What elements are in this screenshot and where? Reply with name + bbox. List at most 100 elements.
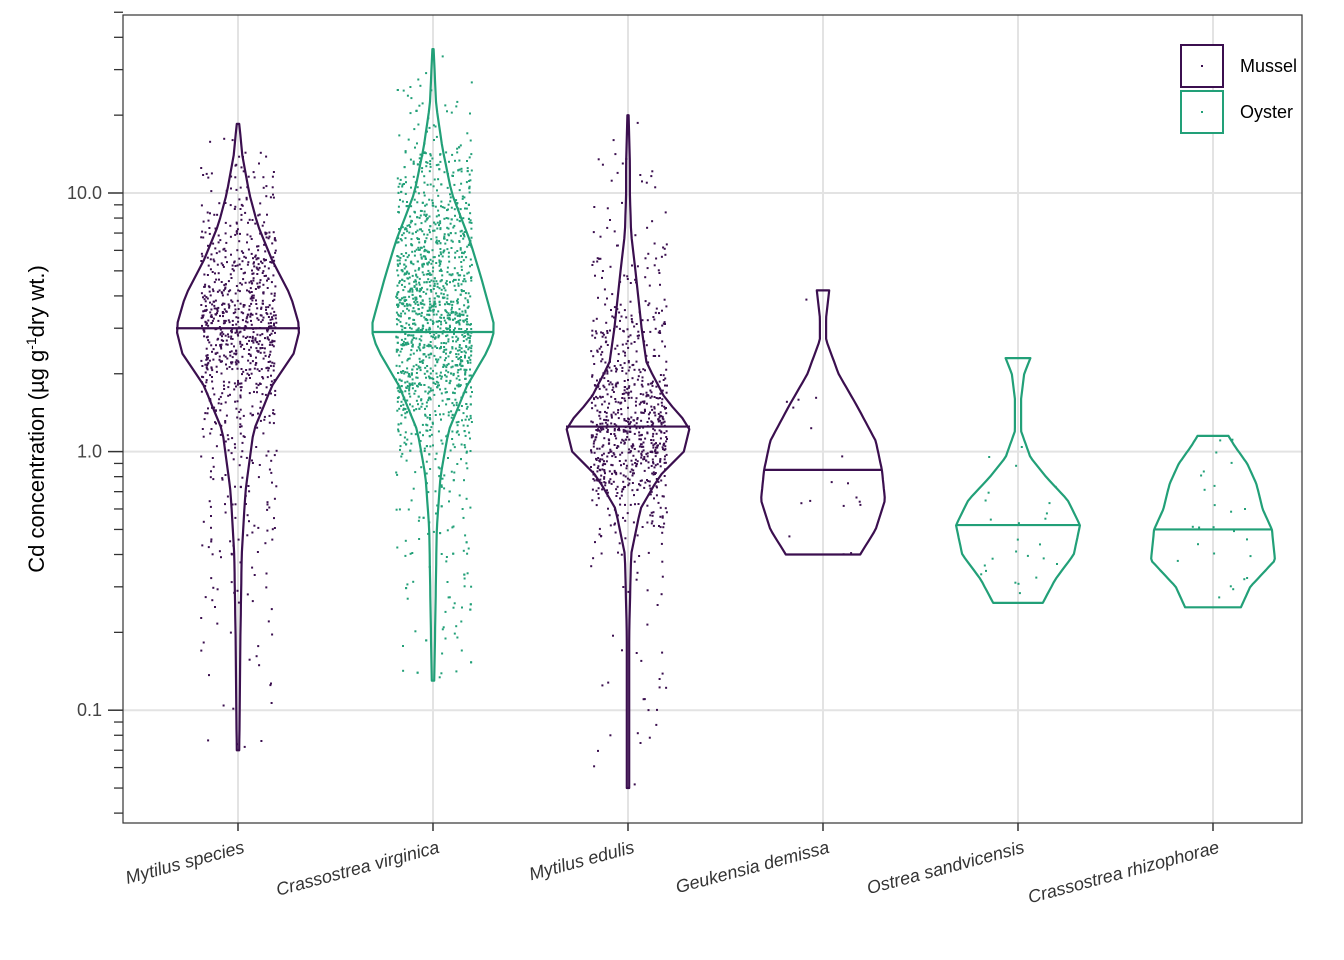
data-point (468, 221, 471, 224)
data-point (593, 765, 596, 768)
data-point (243, 436, 246, 438)
data-point (275, 485, 278, 488)
data-point (419, 440, 422, 442)
data-point (253, 524, 256, 527)
data-point (231, 300, 234, 303)
data-point (468, 356, 471, 359)
data-point (604, 361, 607, 364)
data-point (426, 309, 429, 312)
data-point (203, 285, 206, 288)
data-point (250, 372, 253, 375)
data-point (665, 391, 668, 394)
data-point (238, 240, 241, 243)
data-point (231, 361, 234, 364)
data-point (661, 651, 664, 654)
data-point (462, 232, 465, 235)
data-point (408, 282, 411, 285)
data-point (660, 593, 663, 596)
data-point (214, 606, 216, 608)
data-point (645, 391, 648, 394)
data-point (268, 414, 271, 417)
data-point (270, 392, 272, 395)
data-point (439, 220, 442, 223)
data-point (435, 280, 438, 283)
data-point (434, 125, 437, 128)
data-point (440, 418, 442, 421)
data-point (249, 362, 252, 365)
data-point (242, 414, 245, 417)
data-point (634, 278, 637, 281)
data-point (458, 349, 461, 352)
data-point (643, 456, 646, 458)
data-point (411, 310, 414, 313)
data-point (596, 350, 599, 353)
data-point (642, 368, 645, 371)
data-point (402, 343, 404, 345)
data-point (593, 463, 596, 466)
data-point (397, 211, 400, 213)
data-point (615, 495, 618, 497)
data-point (215, 422, 217, 425)
data-point (458, 357, 461, 360)
data-point (637, 503, 640, 505)
data-point (657, 420, 660, 423)
data-point (406, 224, 409, 227)
data-point (207, 219, 210, 222)
data-point (606, 330, 609, 332)
data-point (627, 335, 630, 338)
data-point (263, 418, 266, 421)
data-point (464, 373, 467, 376)
data-point (659, 506, 662, 509)
data-point (446, 239, 449, 242)
data-point (654, 449, 657, 451)
data-point (226, 293, 229, 296)
data-point (656, 486, 658, 489)
data-point (653, 396, 656, 398)
data-point (443, 474, 446, 477)
data-point (435, 358, 437, 361)
data-point (426, 161, 429, 164)
data-point (620, 315, 623, 318)
data-point (253, 265, 256, 268)
data-point (425, 237, 428, 240)
data-point (455, 670, 458, 673)
data-point (227, 333, 229, 336)
data-point (409, 395, 412, 398)
data-point (265, 454, 268, 457)
data-point (435, 135, 438, 138)
data-point (635, 463, 638, 465)
data-point (1044, 517, 1047, 520)
data-point (462, 549, 465, 552)
data-point (399, 298, 402, 301)
data-point (598, 527, 601, 530)
data-point (455, 321, 458, 324)
data-point (606, 226, 609, 229)
data-point (405, 322, 408, 325)
data-point (271, 633, 274, 636)
data-point (203, 273, 206, 276)
data-point (617, 551, 619, 554)
data-point (615, 473, 618, 476)
data-point (269, 261, 272, 263)
data-point (638, 445, 641, 448)
data-point (445, 366, 448, 369)
data-point (252, 262, 255, 265)
data-point (251, 462, 254, 464)
data-point (205, 379, 208, 382)
data-point (421, 201, 424, 204)
data-point (464, 351, 467, 354)
data-point (598, 447, 601, 450)
data-point (203, 310, 206, 312)
data-point (1045, 512, 1048, 515)
data-point (223, 302, 226, 305)
data-point (626, 436, 629, 438)
data-point (440, 183, 443, 186)
data-point (468, 156, 471, 159)
data-point (649, 493, 652, 496)
data-point (268, 355, 270, 358)
data-point (590, 451, 593, 454)
data-point (452, 525, 455, 528)
data-point (850, 552, 853, 555)
data-point (403, 263, 406, 266)
data-point (625, 391, 628, 394)
